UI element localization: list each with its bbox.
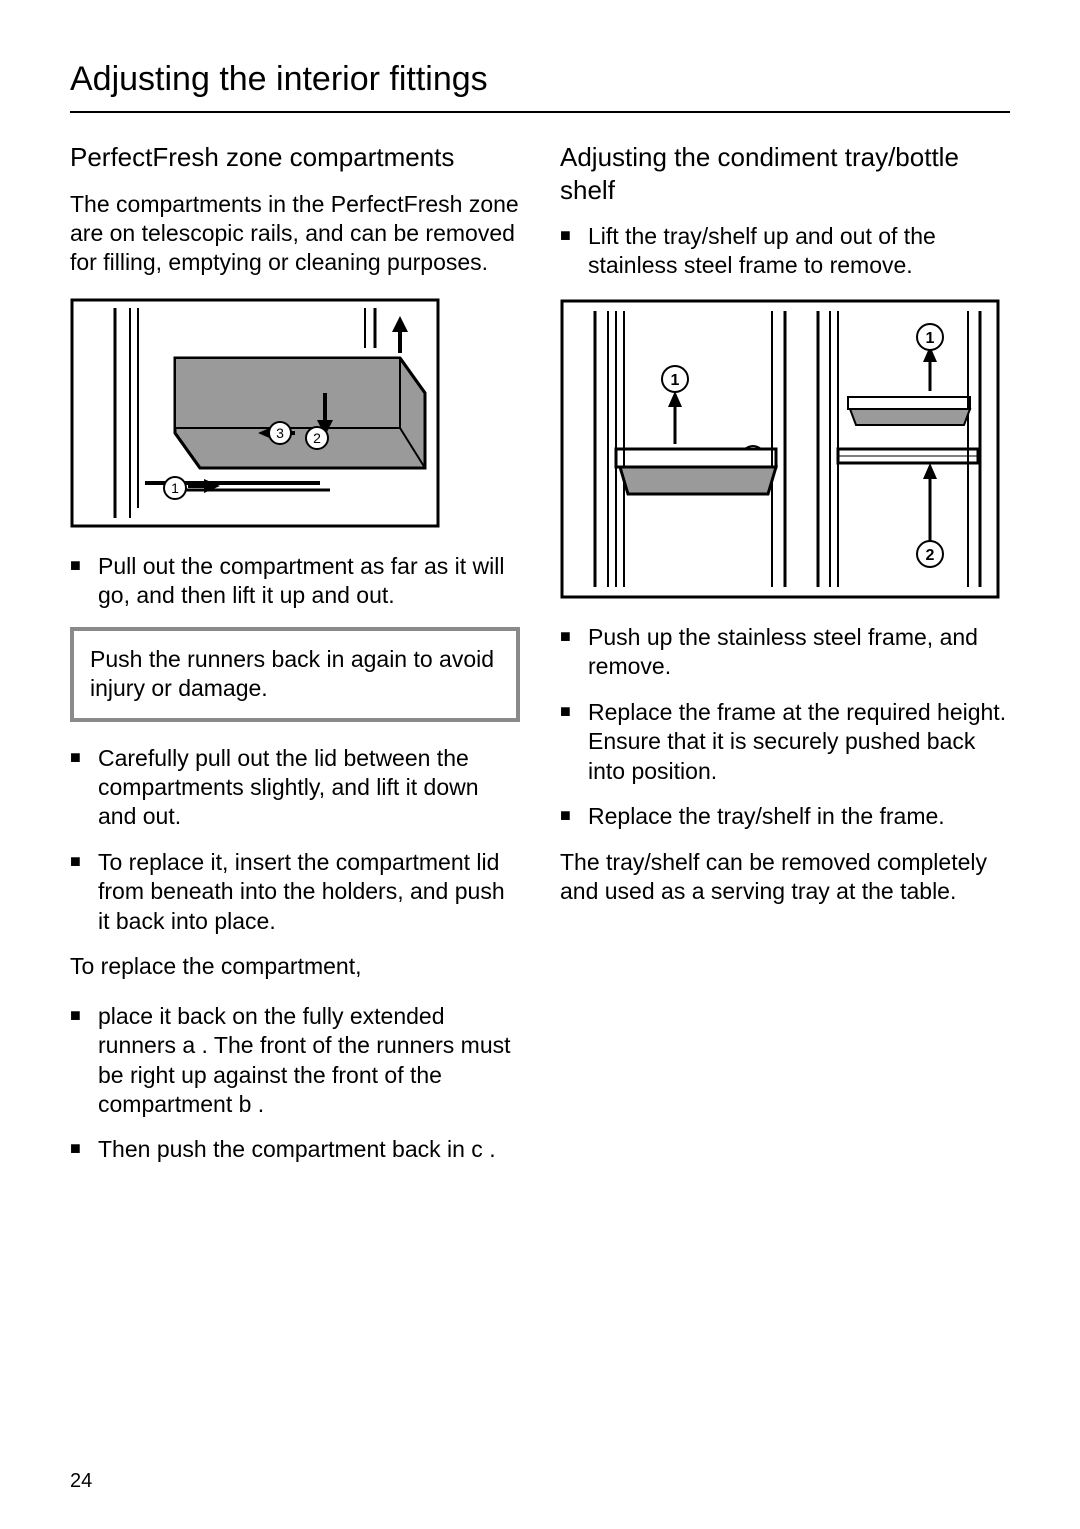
left-steps-1: Pull out the compartment as far as it wi…: [70, 552, 520, 611]
left-step-4: place it back on the fully extended runn…: [70, 1002, 520, 1120]
right-step-3: Replace the frame at the required height…: [560, 698, 1010, 786]
callout-3-label: 3: [276, 425, 284, 441]
warning-note: Push the runners back in again to avoid …: [70, 627, 520, 722]
right-steps-2: Push up the stainless steel frame, and r…: [560, 623, 1010, 832]
right-heading: Adjusting the condiment tray/bottle shel…: [560, 141, 1010, 206]
left-column: PerfectFresh zone compartments The compa…: [70, 141, 520, 1181]
left-steps-3: place it back on the fully extended runn…: [70, 1002, 520, 1165]
figure-shelf: 1: [560, 299, 1010, 599]
right-step-4: Replace the tray/shelf in the frame.: [560, 802, 1010, 831]
left-step-3: To replace it, insert the compartment li…: [70, 848, 520, 936]
left-step-1: Pull out the compartment as far as it wi…: [70, 552, 520, 611]
shelf-illustration: 1: [560, 299, 1000, 599]
right-steps-1: Lift the tray/shelf up and out of the st…: [560, 222, 1010, 281]
left-replace-intro: To replace the compartment,: [70, 952, 520, 981]
svg-text:1: 1: [671, 372, 680, 389]
callout-1-label: 1: [171, 480, 179, 496]
left-heading: PerfectFresh zone compartments: [70, 141, 520, 174]
page-title: Adjusting the interior fittings: [70, 60, 1010, 113]
right-closing: The tray/shelf can be removed completely…: [560, 848, 1010, 907]
svg-text:1: 1: [926, 330, 935, 347]
right-step-2: Push up the stainless steel frame, and r…: [560, 623, 1010, 682]
left-step-2: Carefully pull out the lid between the c…: [70, 744, 520, 832]
left-intro: The compartments in the PerfectFresh zon…: [70, 190, 520, 278]
left-steps-2: Carefully pull out the lid between the c…: [70, 744, 520, 937]
page-number: 24: [70, 1470, 92, 1493]
right-step-1: Lift the tray/shelf up and out of the st…: [560, 222, 1010, 281]
figure-drawer: 1 2 3: [70, 298, 520, 528]
two-column-layout: PerfectFresh zone compartments The compa…: [70, 141, 1010, 1181]
svg-text:2: 2: [926, 547, 935, 564]
left-step-5: Then push the compartment back in c .: [70, 1135, 520, 1164]
drawer-illustration: 1 2 3: [70, 298, 440, 528]
callout-2-label: 2: [313, 430, 321, 446]
right-column: Adjusting the condiment tray/bottle shel…: [560, 141, 1010, 1181]
